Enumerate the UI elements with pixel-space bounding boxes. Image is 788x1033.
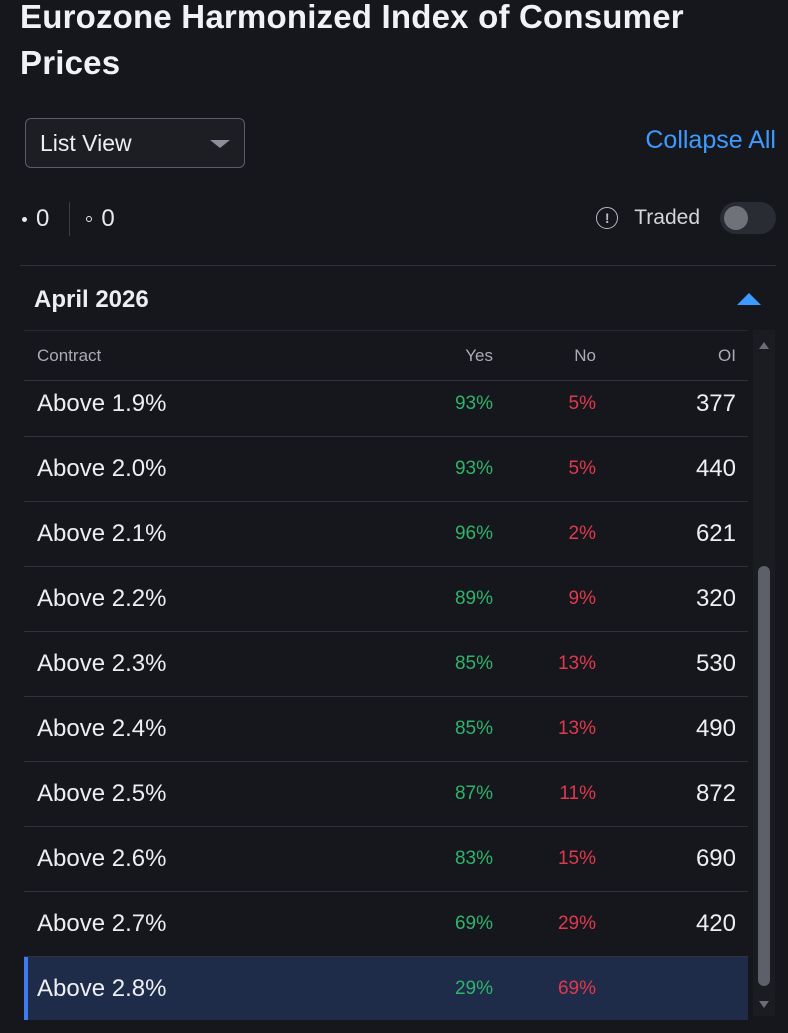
header-oi: OI xyxy=(718,346,736,365)
contracts-table: Contract Yes No OI Above 1.9% 93% 5% 377… xyxy=(24,330,776,1020)
no-price[interactable]: 29% xyxy=(557,913,596,934)
yes-price[interactable]: 83% xyxy=(454,848,493,869)
scroll-down-arrow-icon[interactable] xyxy=(759,1001,769,1008)
open-interest: 320 xyxy=(695,585,736,612)
no-price[interactable]: 69% xyxy=(557,978,596,999)
table-row[interactable]: Above 2.7% 69% 29% 420 xyxy=(24,892,748,957)
contract-name: Above 2.5% xyxy=(37,780,167,807)
contract-name: Above 2.0% xyxy=(37,455,167,482)
yes-price[interactable]: 89% xyxy=(454,588,493,609)
page-title: Eurozone Harmonized Index of Consumer Pr… xyxy=(20,0,684,81)
open-dot-icon xyxy=(86,216,93,222)
scroll-up-arrow-icon[interactable] xyxy=(759,342,769,349)
no-price[interactable]: 5% xyxy=(568,393,596,414)
yes-price[interactable]: 93% xyxy=(454,458,493,479)
no-price[interactable]: 11% xyxy=(559,783,596,804)
contract-name: Above 2.8% xyxy=(37,975,167,1002)
counter-divider xyxy=(69,202,71,236)
yes-price[interactable]: 85% xyxy=(454,653,493,674)
header-no: No xyxy=(574,346,596,365)
yes-price[interactable]: 85% xyxy=(454,718,493,739)
info-icon[interactable]: ! xyxy=(596,207,619,229)
section-header[interactable]: April 2026 xyxy=(34,280,764,320)
table-row[interactable]: Above 2.0% 93% 5% 440 xyxy=(24,437,748,502)
no-price[interactable]: 2% xyxy=(568,523,596,544)
header-yes: Yes xyxy=(465,346,493,365)
open-interest: 490 xyxy=(695,715,736,742)
open-count: 0 xyxy=(101,205,115,232)
no-price[interactable]: 13% xyxy=(557,718,596,739)
open-interest: 872 xyxy=(695,780,736,807)
filled-dot-icon xyxy=(22,216,27,222)
open-interest: 690 xyxy=(695,845,736,872)
open-interest: 377 xyxy=(695,390,736,417)
collapse-all-link[interactable]: Collapse All xyxy=(645,126,776,154)
yes-price[interactable]: 93% xyxy=(454,393,493,414)
traded-label: Traded xyxy=(634,206,700,229)
contract-name: Above 2.1% xyxy=(37,520,167,547)
table-row[interactable]: Above 2.4% 85% 13% 490 xyxy=(24,697,748,762)
toggle-knob xyxy=(724,206,748,230)
traded-toggle[interactable] xyxy=(720,202,776,234)
contract-name: Above 1.9% xyxy=(37,390,167,417)
open-interest: 530 xyxy=(695,650,736,677)
contract-name: Above 2.2% xyxy=(37,585,167,612)
yes-price[interactable]: 96% xyxy=(454,523,493,544)
table-row[interactable]: Above 2.1% 96% 2% 621 xyxy=(24,502,748,567)
table-row[interactable]: Above 2.5% 87% 11% 872 xyxy=(24,762,748,827)
no-price[interactable]: 9% xyxy=(568,588,596,609)
yes-price[interactable]: 87% xyxy=(454,783,493,804)
filled-count: 0 xyxy=(36,205,50,232)
table-row[interactable]: Above 2.3% 85% 13% 530 xyxy=(24,632,748,697)
chevron-up-icon[interactable] xyxy=(737,293,761,305)
open-interest: 621 xyxy=(695,520,736,547)
scrollbar-thumb[interactable] xyxy=(758,566,770,986)
open-counter: 0 xyxy=(86,205,115,233)
header-contract: Contract xyxy=(37,346,102,365)
contract-name: Above 2.4% xyxy=(37,715,167,742)
yes-price[interactable]: 29% xyxy=(454,978,493,999)
table-header: Contract Yes No OI xyxy=(24,330,748,381)
position-counters: 0 0 xyxy=(20,200,115,238)
table-scrollbar[interactable] xyxy=(753,330,775,1016)
contract-name: Above 2.7% xyxy=(37,910,167,937)
yes-price[interactable]: 69% xyxy=(454,913,493,934)
table-row-selected[interactable]: Above 2.8% 29% 69% xyxy=(24,957,748,1020)
view-select[interactable]: List View xyxy=(25,118,245,168)
contract-name: Above 2.3% xyxy=(37,650,167,677)
view-select-value: List View xyxy=(40,129,132,156)
table-row[interactable]: Above 2.6% 83% 15% 690 xyxy=(24,827,748,892)
open-interest: 420 xyxy=(695,910,736,937)
table-body: Above 1.9% 93% 5% 377 Above 2.0% 93% 5% … xyxy=(24,379,748,1020)
section-divider xyxy=(20,265,776,266)
chevron-down-icon xyxy=(210,140,230,148)
section-title: April 2026 xyxy=(34,286,149,313)
no-price[interactable]: 13% xyxy=(557,653,596,674)
filled-counter: 0 xyxy=(20,205,49,233)
no-price[interactable]: 5% xyxy=(568,458,596,479)
table-row[interactable]: Above 2.2% 89% 9% 320 xyxy=(24,567,748,632)
contract-name: Above 2.6% xyxy=(37,845,167,872)
no-price[interactable]: 15% xyxy=(557,848,596,869)
open-interest: 440 xyxy=(695,455,736,482)
table-row[interactable]: Above 1.9% 93% 5% 377 xyxy=(24,379,748,437)
traded-filter: ! Traded xyxy=(596,200,776,236)
